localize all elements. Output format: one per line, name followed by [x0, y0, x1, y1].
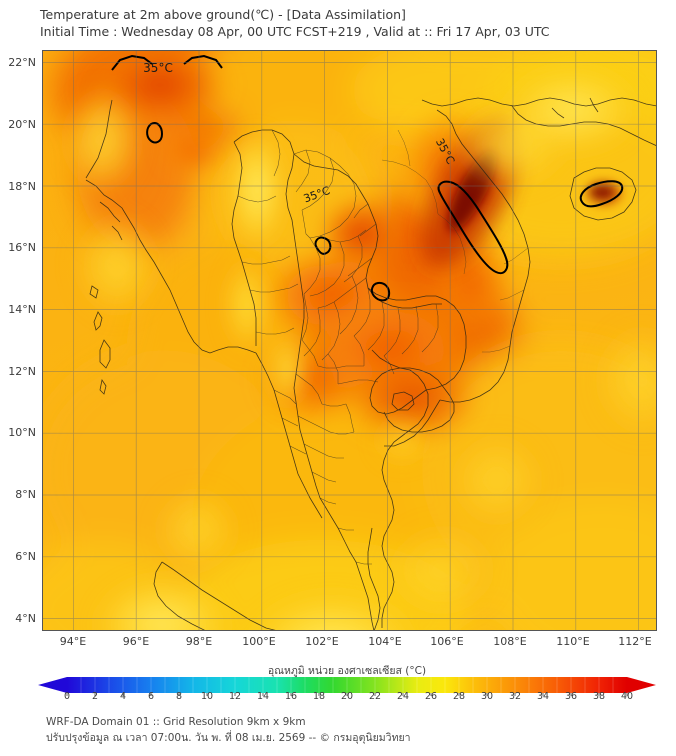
- colorbar-extend-high: [627, 677, 656, 693]
- colorbar: อุณหภูมิ หน่วย องศาเซลเซียส (°C): [36, 662, 658, 706]
- x-tick-112e: 112°E: [618, 635, 652, 648]
- colorbar-tick-2: 2: [91, 691, 99, 702]
- colorbar-tick-8: 8: [175, 691, 183, 702]
- x-tick-100e: 100°E: [242, 635, 276, 648]
- x-tick-102e: 102°E: [305, 635, 339, 648]
- y-tick-14n: 14°N: [8, 303, 36, 316]
- colorbar-extend-low: [38, 677, 67, 693]
- colorbar-tick-22: 22: [368, 691, 382, 702]
- x-tick-110e: 110°E: [556, 635, 590, 648]
- colorbar-tick-30: 30: [480, 691, 494, 702]
- colorbar-tick-18: 18: [312, 691, 326, 702]
- page-title: Temperature at 2m above ground(℃) - [Dat…: [40, 7, 406, 22]
- colorbar-tick-12: 12: [228, 691, 242, 702]
- map-svg: 35°C 35°C 35°C: [42, 50, 657, 631]
- footer-block: WRF-DA Domain 01 :: Grid Resolution 9km …: [46, 714, 646, 746]
- temperature-field: 35°C 35°C 35°C: [42, 50, 657, 631]
- colorbar-tick-34: 34: [536, 691, 550, 702]
- x-tick-94e: 94°E: [59, 635, 87, 648]
- y-tick-20n: 20°N: [8, 118, 36, 131]
- y-tick-22n: 22°N: [8, 56, 36, 69]
- colorbar-segments: [80, 677, 614, 693]
- coastline-layer: [85, 97, 657, 631]
- colorbar-tick-28: 28: [452, 691, 466, 702]
- y-tick-12n: 12°N: [8, 365, 36, 378]
- colorbar-tick-6: 6: [147, 691, 155, 702]
- colorbar-tick-10: 10: [200, 691, 214, 702]
- colorbar-gradient: [67, 677, 627, 693]
- colorbar-svg: [38, 677, 656, 696]
- colorbar-tick-20: 20: [340, 691, 354, 702]
- y-tick-18n: 18°N: [8, 180, 36, 193]
- colorbar-tick-26: 26: [424, 691, 438, 702]
- y-tick-6n: 6°N: [15, 550, 36, 563]
- y-tick-8n: 8°N: [15, 488, 36, 501]
- x-tick-98e: 98°E: [185, 635, 213, 648]
- colorbar-tick-38: 38: [592, 691, 606, 702]
- colorbar-tick-0: 0: [63, 691, 71, 702]
- x-tick-108e: 108°E: [493, 635, 527, 648]
- colorbar-tick-14: 14: [256, 691, 270, 702]
- graticule-grid: [42, 50, 657, 631]
- x-tick-96e: 96°E: [122, 635, 150, 648]
- x-tick-104e: 104°E: [368, 635, 402, 648]
- chart-subtitle: Initial Time : Wednesday 08 Apr, 00 UTC …: [40, 24, 550, 39]
- colorbar-tick-32: 32: [508, 691, 522, 702]
- temperature-map-plot: 35°C 35°C 35°C: [42, 50, 657, 631]
- colorbar-ticks: [66, 693, 628, 696]
- province-boundaries: [237, 129, 439, 565]
- plot-frame: [42, 50, 657, 631]
- x-tick-106e: 106°E: [430, 635, 464, 648]
- footer-model-info: WRF-DA Domain 01 :: Grid Resolution 9km …: [46, 716, 306, 728]
- colorbar-tick-36: 36: [564, 691, 578, 702]
- svg-text:35°C: 35°C: [143, 61, 173, 75]
- colorbar-tick-16: 16: [284, 691, 298, 702]
- colorbar-tick-4: 4: [119, 691, 127, 702]
- colorbar-tick-24: 24: [396, 691, 410, 702]
- secondary-boundaries: [381, 129, 529, 353]
- footer-attribution: ปรับปรุงข้อมูล ณ เวลา 07:00น. วัน พ. ที่…: [46, 732, 411, 744]
- colorbar-title: อุณหภูมิ หน่วย องศาเซลเซียส (°C): [267, 665, 427, 677]
- y-tick-16n: 16°N: [8, 241, 36, 254]
- colorbar-tick-40: 40: [620, 691, 634, 702]
- y-tick-10n: 10°N: [8, 426, 36, 439]
- y-tick-4n: 4°N: [15, 612, 36, 625]
- chart-title-block: Temperature at 2m above ground(℃) - [Dat…: [40, 6, 640, 40]
